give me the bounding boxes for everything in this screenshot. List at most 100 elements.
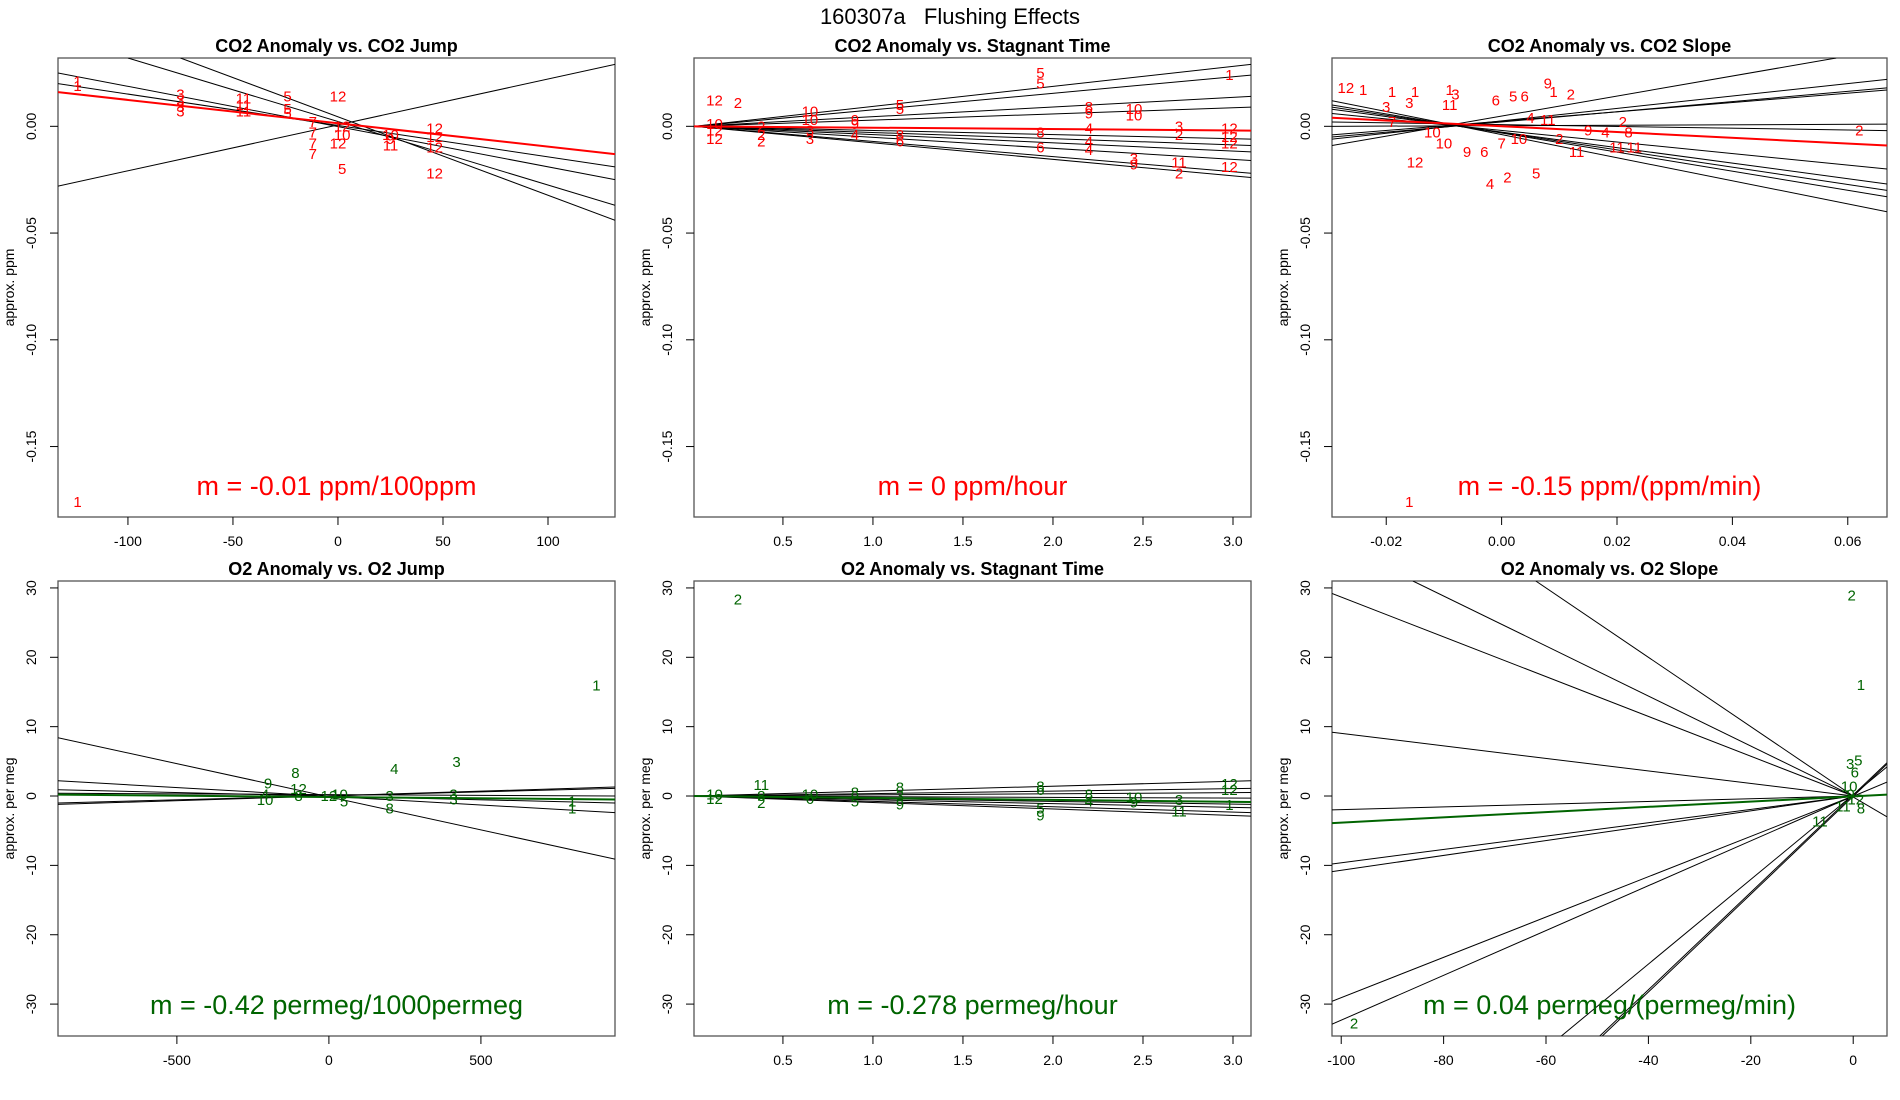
- y-tick-label: 0.00: [659, 112, 675, 139]
- regression-line: [1332, 795, 1854, 1002]
- data-point-label: 5: [896, 101, 904, 118]
- data-point-label: 2: [1175, 165, 1183, 182]
- data-point-label: 12: [706, 791, 723, 808]
- y-axis-label: approx. per meg: [637, 758, 653, 860]
- data-point-label: 10: [257, 792, 274, 809]
- data-point-label: 3: [896, 788, 904, 805]
- data-point-label: 4: [1085, 142, 1093, 159]
- data-point-label: 5: [283, 101, 291, 118]
- data-point-label: 10: [1126, 101, 1143, 118]
- data-point-label: 4: [1526, 110, 1534, 127]
- data-point-label: 8: [1857, 801, 1865, 818]
- data-point-label: 8: [1085, 99, 1093, 116]
- y-tick-label: 20: [659, 649, 675, 665]
- data-point-label: 4: [1085, 133, 1093, 150]
- data-point-label: 12: [1221, 776, 1238, 793]
- data-point-label: 9: [1130, 157, 1138, 174]
- regression-line: [694, 95, 1251, 127]
- y-tick-label: -10: [23, 855, 39, 875]
- data-point-label: 5: [1509, 88, 1517, 105]
- x-tick-label: -100: [1327, 1052, 1355, 1068]
- x-tick-label: 3.0: [1223, 1052, 1243, 1068]
- x-tick-label: -80: [1433, 1052, 1453, 1068]
- x-tick-label: 0.06: [1834, 533, 1861, 549]
- regression-line: [694, 125, 1251, 153]
- x-tick-label: -40: [1638, 1052, 1658, 1068]
- regression-line: [1332, 121, 1887, 132]
- data-point-label: 5: [283, 88, 291, 105]
- data-point-label: 3: [806, 131, 814, 148]
- data-point-label: 10: [1126, 108, 1143, 125]
- data-point-label: 4: [390, 761, 398, 778]
- data-point-label: 3: [176, 93, 184, 110]
- overall-fit-line: [694, 125, 1251, 132]
- x-tick-label: 0.5: [773, 533, 793, 549]
- y-tick-label: 0.00: [1297, 112, 1313, 139]
- regression-line: [127, 58, 615, 206]
- panel-title: O2 Anomaly vs. O2 Slope: [1501, 559, 1718, 579]
- panel-o2-jump: O2 Anomaly vs. O2 Jump3020100-10-20-30-5…: [1, 559, 616, 1068]
- data-point-label: 10: [382, 127, 399, 144]
- data-point-label: 6: [896, 133, 904, 150]
- panel-title: O2 Anomaly vs. O2 Jump: [228, 559, 444, 579]
- data-point-label: 2: [1555, 131, 1563, 148]
- data-point-label: 6: [1480, 144, 1488, 161]
- regression-line: [694, 787, 1251, 797]
- regression-line: [58, 72, 615, 181]
- y-tick-label: -0.05: [1297, 217, 1313, 249]
- data-point-label: 5: [851, 794, 859, 811]
- overall-fit-line: [58, 793, 615, 801]
- data-point-label: 9: [1544, 76, 1552, 93]
- y-tick-label: -0.10: [23, 324, 39, 356]
- data-point-label: 3: [452, 754, 460, 771]
- regression-line: [1332, 795, 1854, 811]
- regression-line: [694, 125, 1251, 161]
- regression-line: [1332, 795, 1854, 1025]
- data-point-label: 2: [1175, 127, 1183, 144]
- plot-area: 1113333111111555777712121012510911121212…: [58, 58, 615, 511]
- regression-line: [58, 792, 615, 797]
- panel-co2-slope: CO2 Anomaly vs. CO2 Slope 0.00 -0.05 -0.10 -…: [1275, 36, 1888, 549]
- y-tick-label: -10: [659, 855, 675, 875]
- y-tick-label: 20: [1297, 649, 1313, 665]
- y-tick-label: -10: [1297, 855, 1313, 875]
- data-point-label: 1: [73, 494, 81, 511]
- data-point-label: 9: [1085, 106, 1093, 123]
- data-point-label: 6: [806, 791, 814, 808]
- plot-frame: [693, 57, 1252, 518]
- y-axis-label: approx. per meg: [1275, 758, 1291, 860]
- x-tick-label: 100: [536, 533, 560, 549]
- data-point-label: 1: [568, 794, 576, 811]
- data-point-label: 1: [1857, 677, 1865, 694]
- x-tick-label: -20: [1741, 1052, 1761, 1068]
- data-point-label: 6: [1521, 88, 1529, 105]
- y-tick-label: -30: [23, 994, 39, 1014]
- y-tick-label: -0.15: [23, 430, 39, 462]
- regression-line: [58, 737, 615, 860]
- y-tick-label: 30: [23, 580, 39, 596]
- regression-line: [694, 63, 1251, 127]
- x-tick-label: -60: [1536, 1052, 1556, 1068]
- data-point-label: 10: [1841, 778, 1858, 795]
- data-point-label: 2: [734, 95, 742, 112]
- overall-fit-line: [1332, 793, 1887, 825]
- data-point-label: 12: [290, 781, 307, 798]
- data-point-label: 7: [309, 135, 317, 152]
- data-point-label: 6: [1851, 764, 1859, 781]
- data-point-label: 1: [1225, 67, 1233, 84]
- data-point-label: 12: [1338, 80, 1355, 97]
- data-point-label: 11: [1627, 140, 1643, 157]
- y-tick-label: -0.10: [659, 324, 675, 356]
- data-point-label: 9: [264, 776, 272, 793]
- slope-annotation: m = -0.278 permeg/hour: [827, 990, 1117, 1020]
- overall-fit-line: [694, 795, 1251, 803]
- plot-area: 2101211821068583986598410931112121: [694, 592, 1251, 824]
- plot-frame: [57, 580, 616, 1037]
- data-point-label: 10: [802, 112, 819, 129]
- data-point-label: 11: [236, 97, 252, 114]
- data-point-label: 4: [1486, 176, 1494, 193]
- y-axis-label: approx. ppm: [637, 249, 653, 327]
- data-point-label: 9: [1463, 144, 1471, 161]
- data-point-label: 2: [757, 127, 765, 144]
- x-tick-label: 2.5: [1133, 533, 1153, 549]
